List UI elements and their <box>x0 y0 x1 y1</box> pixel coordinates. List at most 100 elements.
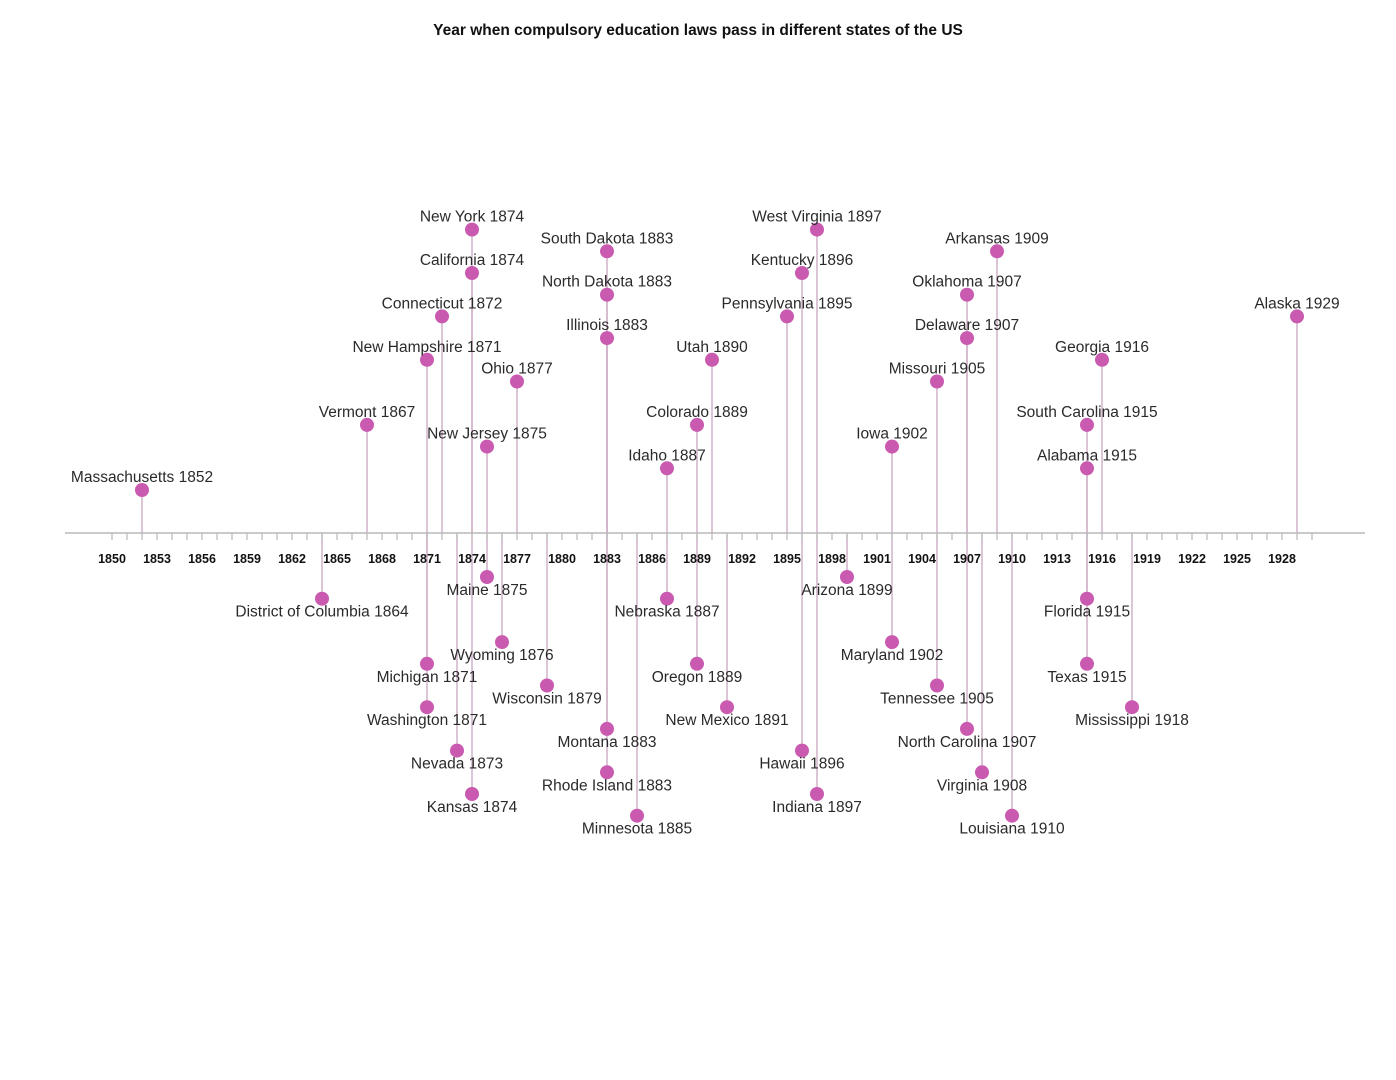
x-tick-label: 1904 <box>908 552 936 566</box>
event-marker <box>795 266 809 280</box>
event-label: Oklahoma 1907 <box>912 274 1021 291</box>
event-label: Iowa 1902 <box>856 426 928 443</box>
event-label: New York 1874 <box>420 209 525 226</box>
event-label: Maryland 1902 <box>841 647 944 664</box>
event-marker <box>1080 656 1094 671</box>
event-marker <box>885 439 899 454</box>
x-tick-label: 1886 <box>638 552 666 566</box>
event-marker <box>885 635 899 650</box>
x-axis-tick-labels: 1850 1853 1856 1859 1862 1865 1868 1871 1874 1877… <box>98 552 1296 566</box>
event-label: West Virginia 1897 <box>752 209 882 226</box>
event-label: Arkansas 1909 <box>945 230 1048 247</box>
event-marker <box>420 352 434 367</box>
x-tick-label: 1850 <box>98 552 126 566</box>
event-label: Montana 1883 <box>557 734 656 751</box>
event-marker <box>600 244 614 259</box>
x-tick-label: 1916 <box>1088 552 1116 566</box>
event-marker <box>1080 417 1094 432</box>
event-label: North Carolina 1907 <box>898 734 1037 751</box>
event-marker <box>450 743 464 758</box>
event-marker <box>960 287 974 302</box>
x-tick-label: 1865 <box>323 552 351 566</box>
event-label: Georgia 1916 <box>1055 339 1149 356</box>
x-tick-label: 1892 <box>728 552 756 566</box>
event-label: Nevada 1873 <box>411 756 503 773</box>
x-axis-ticks <box>111 533 1313 540</box>
event-label: Ohio 1877 <box>481 361 553 378</box>
event-label: Indiana 1897 <box>772 799 862 816</box>
event-marker <box>930 678 944 693</box>
x-tick-label: 1889 <box>683 552 711 566</box>
event-marker <box>420 656 434 671</box>
markers-layer <box>135 222 1304 823</box>
event-marker <box>495 635 509 650</box>
event-marker <box>480 439 494 454</box>
x-tick-label: 1913 <box>1043 552 1071 566</box>
event-marker <box>810 222 824 237</box>
event-label: Delaware 1907 <box>915 317 1019 334</box>
event-marker <box>690 417 704 432</box>
event-marker <box>420 700 434 715</box>
event-label: Kansas 1874 <box>427 799 518 816</box>
event-marker <box>480 570 494 584</box>
x-tick-label: 1919 <box>1133 552 1161 566</box>
event-marker <box>600 721 614 736</box>
x-tick-label: 1868 <box>368 552 396 566</box>
event-marker <box>810 787 824 801</box>
event-marker <box>465 787 479 801</box>
event-label: Wyoming 1876 <box>450 647 553 664</box>
event-label: New Jersey 1875 <box>427 426 547 443</box>
event-label: South Carolina 1915 <box>1016 404 1157 421</box>
event-marker <box>795 743 809 758</box>
event-label: Minnesota 1885 <box>582 821 692 838</box>
event-marker <box>1290 309 1304 324</box>
event-label: California 1874 <box>420 252 525 269</box>
labels-layer: Massachusetts 1852 District of Columbia 1… <box>71 209 1340 838</box>
x-tick-label: 1922 <box>1178 552 1206 566</box>
event-marker <box>600 287 614 302</box>
event-label: Tennessee 1905 <box>880 691 994 708</box>
event-label: Colorado 1889 <box>646 404 748 421</box>
event-marker <box>690 656 704 671</box>
x-tick-label: 1901 <box>863 552 891 566</box>
x-tick-label: 1877 <box>503 552 531 566</box>
x-tick-label: 1883 <box>593 552 621 566</box>
event-label: Idaho 1887 <box>628 447 706 464</box>
event-label: Hawaii 1896 <box>759 756 844 773</box>
event-marker <box>1080 591 1094 606</box>
event-marker <box>510 374 524 389</box>
event-label: Nebraska 1887 <box>614 604 719 621</box>
event-marker <box>660 591 674 606</box>
x-tick-label: 1871 <box>413 552 441 566</box>
event-label: Vermont 1867 <box>319 404 416 421</box>
event-marker <box>465 266 479 280</box>
x-tick-label: 1925 <box>1223 552 1251 566</box>
event-marker <box>960 331 974 346</box>
event-marker <box>930 374 944 389</box>
event-label: Kentucky 1896 <box>751 252 854 269</box>
x-tick-label: 1895 <box>773 552 801 566</box>
event-label: Utah 1890 <box>676 339 748 356</box>
event-label: Arizona 1899 <box>801 582 892 599</box>
event-label: Oregon 1889 <box>652 669 743 686</box>
x-tick-label: 1880 <box>548 552 576 566</box>
event-label: District of Columbia 1864 <box>235 604 409 621</box>
chart-title: Year when compulsory education laws pass… <box>433 22 963 39</box>
x-tick-label: 1874 <box>458 552 486 566</box>
event-marker <box>780 309 794 324</box>
event-label: Wisconsin 1879 <box>492 691 601 708</box>
event-label: Virginia 1908 <box>937 777 1027 794</box>
stems-layer <box>141 229 1298 816</box>
event-label: Pennsylvania 1895 <box>722 295 853 312</box>
event-label: Florida 1915 <box>1044 604 1130 621</box>
event-label: New Hampshire 1871 <box>352 339 501 356</box>
event-label: Michigan 1871 <box>377 669 478 686</box>
event-marker <box>1125 700 1139 715</box>
x-tick-label: 1910 <box>998 552 1026 566</box>
event-label: Alaska 1929 <box>1254 295 1339 312</box>
x-tick-label: 1928 <box>1268 552 1296 566</box>
x-tick-label: 1859 <box>233 552 261 566</box>
event-marker <box>1095 352 1109 367</box>
event-label: Alabama 1915 <box>1037 447 1137 464</box>
event-label: Texas 1915 <box>1047 669 1126 686</box>
